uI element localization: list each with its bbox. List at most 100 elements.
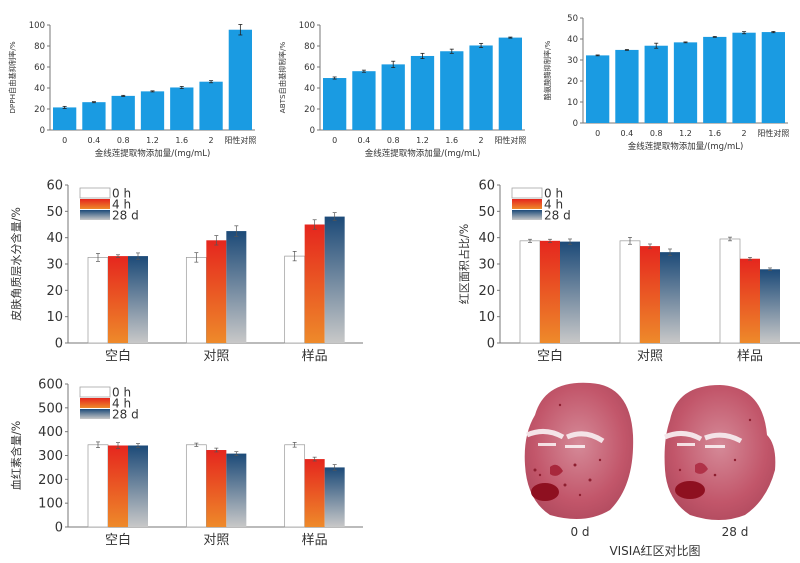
bar — [615, 49, 639, 123]
bar-28d — [560, 241, 580, 343]
bar — [703, 36, 727, 123]
bar — [498, 37, 522, 130]
legend-swatch — [512, 199, 542, 209]
y-axis-label: 血红素含量/% — [9, 421, 23, 490]
bar — [170, 87, 194, 130]
visia-faces: 0 d 28 d VISIA红区对比图 — [524, 382, 776, 558]
bar-4h — [206, 450, 227, 527]
x-tick-label: 对照 — [637, 349, 663, 364]
x-tick-label: 1.2 — [679, 129, 692, 138]
y-tick-label: 40 — [34, 84, 45, 94]
x-axis-label: 金线莲提取物添加量/(mg/mL) — [365, 148, 481, 159]
bar — [228, 29, 252, 131]
x-tick-label: 0.8 — [117, 136, 130, 145]
x-tick-label: 0.4 — [621, 129, 634, 138]
y-tick-label: 60 — [46, 179, 63, 194]
legend-label: 0 h — [544, 187, 563, 201]
bar-0h — [87, 444, 109, 528]
y-axis-label: 酪氨酸酶抑制率/% — [543, 40, 552, 100]
y-tick-label: 0 — [55, 337, 63, 352]
x-tick-label: 空白 — [105, 532, 131, 548]
x-tick-label: 0.4 — [358, 136, 371, 145]
legend-label: 0 h — [112, 187, 131, 201]
legend-swatch — [80, 409, 110, 419]
y-axis-label: 皮肤角质层水分含量/% — [9, 207, 23, 321]
bar — [440, 51, 464, 130]
x-tick-label: 对照 — [203, 533, 229, 548]
bar-28d — [760, 269, 780, 343]
chart-moisture: 0 10 20 30 40 50 60 皮肤角质层水分含量/% 空白 对照 样品 0 h4 h28 d — [9, 179, 363, 364]
x-tick-label: 1.6 — [708, 129, 721, 138]
bar-0h — [519, 240, 541, 344]
mouth — [531, 483, 559, 501]
x-tick-label: 0.8 — [387, 136, 400, 145]
legend-swatch — [80, 398, 110, 408]
bar-28d — [128, 445, 148, 527]
legend-swatch — [79, 187, 111, 199]
bar — [140, 91, 165, 130]
y-tick-label: 60 — [304, 63, 315, 73]
legend-swatch — [80, 199, 110, 209]
x-tick-label: 阳性对照 — [224, 135, 256, 145]
y-tick-label: 0 — [310, 126, 315, 136]
bar-28d — [128, 256, 148, 343]
y-tick-label: 40 — [304, 84, 315, 94]
y-axis-label: 红区面积占比/% — [457, 224, 471, 305]
x-tick-label: 样品 — [302, 349, 328, 364]
y-tick-label: 0 — [55, 521, 63, 536]
label-0d: 0 d — [570, 525, 589, 539]
legend-label: 4 h — [544, 198, 563, 212]
visia-caption: VISIA红区对比图 — [609, 543, 700, 558]
bar-28d — [226, 231, 247, 343]
chart-red-area: 0 10 20 30 40 50 60 红区面积占比/% 空白 对照 样品 0 h4 h28 d — [457, 179, 800, 364]
y-tick-label: 0 — [573, 119, 578, 129]
visia-comparison: 0 d 28 d VISIA红区对比图 — [505, 375, 795, 559]
y-tick-label: 500 — [38, 401, 63, 416]
y-tick-label: 40 — [478, 231, 495, 246]
x-tick-label: 2 — [209, 136, 214, 145]
bar — [82, 102, 106, 130]
y-tick-label: 50 — [46, 205, 63, 220]
chart-dpph: 0 20 40 60 80 100 DPPH自由基抑制率/% 0 0.4 0.8 1.2 1.6 2 阳性… — [8, 21, 256, 159]
y-tick-label: 0 — [40, 126, 45, 136]
y-tick-label: 30 — [567, 56, 578, 66]
bar-4h — [206, 240, 227, 343]
x-tick-label: 阳性对照 — [494, 135, 526, 145]
x-tick-label: 2 — [742, 129, 747, 138]
bar-0h — [284, 444, 306, 528]
bar-0h — [619, 240, 641, 344]
bar — [673, 42, 698, 123]
y-tick-label: 80 — [304, 42, 315, 52]
y-tick-label: 40 — [567, 35, 578, 45]
x-tick-label: 1.2 — [146, 136, 159, 145]
face-28d — [663, 385, 776, 520]
legend-swatch — [511, 187, 543, 199]
bar-28d — [324, 216, 345, 343]
y-tick-label: 300 — [38, 449, 63, 464]
bar — [644, 45, 668, 123]
y-tick-label: 60 — [34, 63, 45, 73]
legend-label: 4 h — [112, 198, 131, 212]
x-tick-label: 1.6 — [445, 136, 458, 145]
legend-label: 28 d — [112, 209, 139, 223]
mouth — [675, 481, 705, 499]
bar — [469, 45, 493, 130]
bar — [381, 64, 405, 130]
face-0d — [524, 382, 634, 519]
y-tick-label: 100 — [38, 497, 63, 512]
legend-label: 28 d — [112, 408, 139, 422]
x-axis-label: 金线莲提取物添加量/(mg/mL) — [628, 141, 744, 152]
y-tick-label: 80 — [34, 42, 45, 52]
y-tick-label: 600 — [38, 378, 63, 393]
legend-swatch — [79, 386, 111, 398]
y-tick-label: 30 — [478, 258, 495, 273]
bar-0h — [284, 255, 306, 344]
bar — [323, 78, 347, 130]
bar — [111, 95, 135, 130]
x-tick-label: 0.8 — [650, 129, 663, 138]
y-tick-label: 20 — [304, 105, 315, 115]
x-tick-label: 阳性对照 — [757, 128, 789, 138]
bar-4h — [540, 240, 560, 343]
y-axis-label: ABTS自由基抑制率/% — [278, 42, 287, 114]
y-tick-label: 0 — [487, 337, 495, 352]
